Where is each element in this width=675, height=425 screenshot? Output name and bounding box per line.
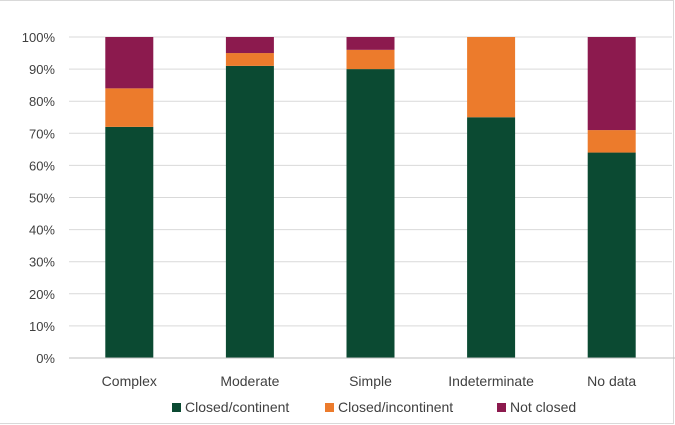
bar-segment-not-closed-complex [105, 37, 154, 89]
bar-segment-not-closed-simple [346, 37, 395, 50]
bar-segment-not-closed-no-data [587, 37, 636, 131]
bar-segment-closed-incontinent-complex [105, 88, 154, 127]
x-tick-label: Indeterminate [448, 373, 534, 389]
y-axis-ticks: 0% 10% 20% 30% 40% 50% 60% 70% 80% 90% 100% [22, 30, 56, 366]
y-tick-label: 80% [29, 94, 55, 109]
y-tick-label: 90% [29, 62, 55, 77]
bar-segment-closed-continent-complex [105, 126, 154, 358]
bar-segment-closed-continent-no-data [587, 152, 636, 358]
bar-segment-closed-incontinent-moderate [225, 53, 274, 66]
y-tick-label: 0% [36, 351, 55, 366]
x-tick-label: No data [587, 373, 636, 389]
bar-segment-not-closed-moderate [225, 37, 274, 54]
y-tick-label: 30% [29, 255, 55, 270]
bar-segment-closed-incontinent-simple [346, 49, 395, 70]
x-tick-label: Simple [349, 373, 392, 389]
bar-segment-closed-continent-moderate [225, 65, 274, 358]
legend-label: Closed/continent [185, 399, 289, 415]
legend-label: Not closed [510, 399, 576, 415]
legend: Closed/continent Closed/incontinent Not cl… [172, 399, 576, 415]
y-tick-label: 60% [29, 158, 55, 173]
x-axis-ticks: Complex Moderate Simple Indeterminate No dat… [102, 373, 637, 389]
y-tick-label: 50% [29, 191, 55, 206]
x-tick-label: Moderate [220, 373, 279, 389]
bar-segment-closed-incontinent-no-data [587, 130, 636, 153]
y-tick-label: 20% [29, 287, 55, 302]
y-tick-label: 70% [29, 126, 55, 141]
y-tick-label: 100% [22, 30, 56, 45]
legend-swatch [325, 403, 334, 412]
x-tick-label: Complex [102, 373, 157, 389]
bar-segment-closed-continent-simple [346, 69, 395, 358]
y-tick-label: 40% [29, 223, 55, 238]
y-tick-label: 10% [29, 319, 55, 334]
legend-swatch [172, 403, 181, 412]
bar-segment-closed-incontinent-indeterminate [467, 37, 516, 118]
bars [105, 37, 636, 358]
bar-segment-closed-continent-indeterminate [467, 117, 516, 358]
legend-swatch [497, 403, 506, 412]
legend-label: Closed/incontinent [338, 399, 453, 415]
